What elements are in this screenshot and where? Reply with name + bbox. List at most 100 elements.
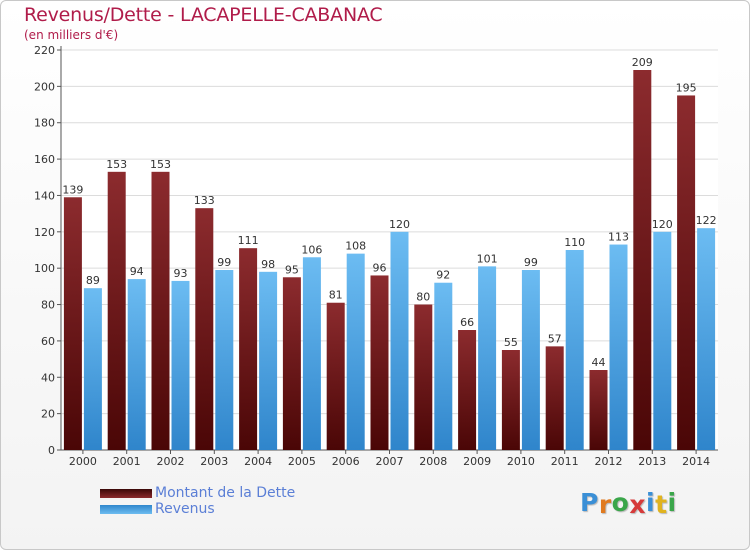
data-label: 94 (130, 265, 144, 278)
data-label: 139 (62, 183, 83, 196)
data-label: 101 (477, 252, 498, 265)
x-tick-label: 2008 (419, 455, 447, 468)
logo-letter: t (655, 490, 668, 519)
proxiti-logo: Proxiti (580, 488, 677, 519)
logo-letter: o (611, 488, 630, 517)
data-label: 110 (564, 236, 585, 249)
bar-dette (458, 330, 477, 450)
bar-dette (326, 302, 345, 450)
x-tick-label: 2000 (69, 455, 97, 468)
y-tick-label: 120 (34, 226, 55, 239)
bar-dette (545, 346, 564, 450)
data-label: 55 (504, 336, 518, 349)
x-tick-label: 2013 (638, 455, 666, 468)
bar-dette (677, 95, 696, 451)
x-tick-label: 2002 (157, 455, 185, 468)
bar-revenus (302, 257, 321, 450)
bar-dette (239, 248, 258, 450)
x-tick-label: 2010 (507, 455, 535, 468)
legend-swatch-revenus (100, 505, 152, 514)
bar-revenus (609, 244, 628, 450)
data-label: 106 (301, 243, 322, 256)
logo-letter: x (629, 490, 646, 519)
data-label: 57 (548, 332, 562, 345)
x-tick-label: 2003 (200, 455, 228, 468)
data-label: 44 (592, 356, 606, 369)
logo-letter: i (646, 488, 656, 517)
bar-revenus (390, 231, 409, 450)
data-label: 153 (150, 158, 171, 171)
x-tick-label: 2005 (288, 455, 316, 468)
data-label: 93 (174, 267, 188, 280)
data-label: 96 (373, 261, 387, 274)
data-label: 133 (194, 194, 215, 207)
y-tick-label: 100 (34, 262, 55, 275)
data-label: 98 (261, 258, 275, 271)
data-label: 92 (436, 269, 450, 282)
bar-dette (414, 304, 433, 450)
legend-label-dette: Montant de la Dette (155, 485, 296, 501)
bar-dette (107, 171, 126, 450)
data-label: 153 (106, 158, 127, 171)
data-label: 80 (416, 291, 430, 304)
bar-revenus (653, 231, 672, 450)
data-label: 66 (460, 316, 474, 329)
data-label: 108 (345, 240, 366, 253)
y-tick-label: 20 (41, 408, 55, 421)
bar-dette (282, 277, 301, 450)
data-label: 209 (632, 56, 653, 69)
x-tick-label: 2012 (595, 455, 623, 468)
bar-dette (151, 171, 170, 450)
chart-title: Revenus/Dette - LACAPELLE-CABANAC (24, 4, 383, 26)
data-label: 111 (238, 234, 259, 247)
y-tick-label: 40 (41, 371, 55, 384)
plot-area (61, 50, 718, 450)
x-tick-label: 2014 (682, 455, 710, 468)
data-label: 120 (652, 218, 673, 231)
bar-revenus (83, 288, 102, 450)
x-tick-label: 2006 (332, 455, 360, 468)
bar-revenus (565, 250, 584, 450)
bar-revenus (259, 271, 278, 450)
bar-revenus (478, 266, 497, 450)
x-tick-label: 2004 (244, 455, 272, 468)
bar-dette (589, 370, 608, 450)
y-tick-label: 160 (34, 153, 55, 166)
y-tick-label: 80 (41, 299, 55, 312)
x-tick-label: 2007 (376, 455, 404, 468)
data-label: 99 (217, 256, 231, 269)
data-label: 99 (524, 256, 538, 269)
bar-revenus (127, 279, 146, 450)
y-tick-label: 180 (34, 117, 55, 130)
bar-revenus (697, 228, 716, 450)
y-tick-label: 140 (34, 189, 55, 202)
y-tick-label: 220 (34, 44, 55, 57)
bar-revenus (171, 280, 190, 450)
bar-revenus (215, 270, 234, 450)
y-tick-label: 60 (41, 335, 55, 348)
bar-dette (633, 70, 652, 450)
logo-letter: P (580, 488, 599, 517)
bar-dette (63, 197, 82, 450)
x-tick-label: 2011 (551, 455, 579, 468)
bar-dette (195, 208, 214, 450)
legend-swatch-dette (100, 489, 152, 498)
y-tick-label: 0 (48, 444, 55, 457)
y-tick-label: 200 (34, 80, 55, 93)
data-label: 122 (696, 214, 717, 227)
x-tick-label: 2009 (463, 455, 491, 468)
bar-dette (370, 275, 389, 450)
x-tick-label: 2001 (113, 455, 141, 468)
chart-subtitle: (en milliers d'€) (24, 28, 119, 42)
logo-letter: i (667, 488, 677, 517)
data-label: 95 (285, 263, 299, 276)
data-label: 113 (608, 231, 629, 244)
legend-label-revenus: Revenus (155, 501, 215, 517)
bar-dette (501, 350, 520, 450)
data-label: 195 (676, 81, 697, 94)
bar-chart: 0 20 40 60 80 100 120 140 160 180 200 220 139 89 2000 1… (34, 44, 718, 468)
data-label: 120 (389, 218, 410, 231)
data-label: 89 (86, 274, 100, 287)
bar-revenus (521, 270, 540, 450)
bar-revenus (346, 253, 365, 450)
